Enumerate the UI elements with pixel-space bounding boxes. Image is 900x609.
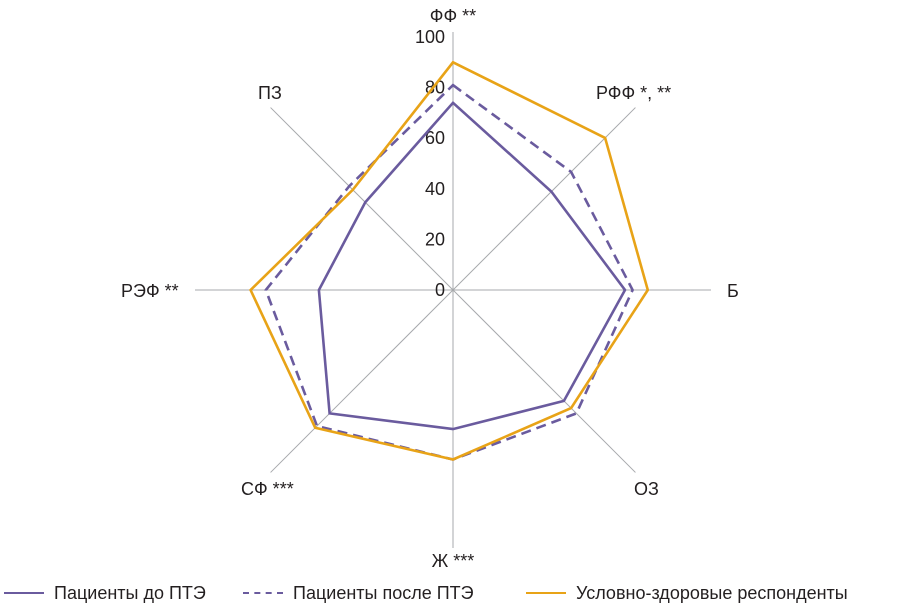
legend-label: Пациенты после ПТЭ <box>293 582 474 603</box>
legend-swatch-orange <box>526 592 566 594</box>
axis-label: ОЗ <box>634 479 659 499</box>
legend-swatch-dashed <box>243 592 283 594</box>
legend-item-after: Пациенты после ПТЭ <box>243 578 474 608</box>
legend: Пациенты до ПТЭ Пациенты после ПТЭ Услов… <box>0 578 900 608</box>
axis-label: Ж *** <box>432 551 475 571</box>
tick-label: 0 <box>435 280 445 300</box>
radar-axes <box>195 32 711 548</box>
radar-series <box>249 60 650 461</box>
axis-label: РФФ *, ** <box>596 83 671 103</box>
tick-label: 60 <box>425 128 445 148</box>
legend-item-healthy: Условно-здоровые респонденты <box>526 578 848 608</box>
axis-label: СФ *** <box>241 479 294 499</box>
axis-label: ФФ ** <box>430 6 476 26</box>
axis-line <box>270 289 454 473</box>
tick-label: 100 <box>415 27 445 47</box>
tick-label: 20 <box>425 229 445 249</box>
axis-label: ПЗ <box>258 83 282 103</box>
axis-line <box>452 107 636 291</box>
legend-label: Условно-здоровые респонденты <box>576 582 848 603</box>
axis-label: РЭФ ** <box>121 281 179 301</box>
axis-line <box>270 107 454 291</box>
series-3-line <box>249 60 650 461</box>
legend-item-before: Пациенты до ПТЭ <box>4 578 206 608</box>
axis-labels: ФФ ** РФФ *, ** Б ОЗ Ж *** СФ *** РЭФ ** ПЗ <box>121 6 739 571</box>
tick-label: 40 <box>425 179 445 199</box>
series-2-line <box>264 83 635 461</box>
series-1-line <box>317 100 627 431</box>
legend-swatch-solid <box>4 592 44 594</box>
legend-label: Пациенты до ПТЭ <box>54 582 206 603</box>
axis-label: Б <box>727 281 739 301</box>
axis-line <box>452 289 636 473</box>
